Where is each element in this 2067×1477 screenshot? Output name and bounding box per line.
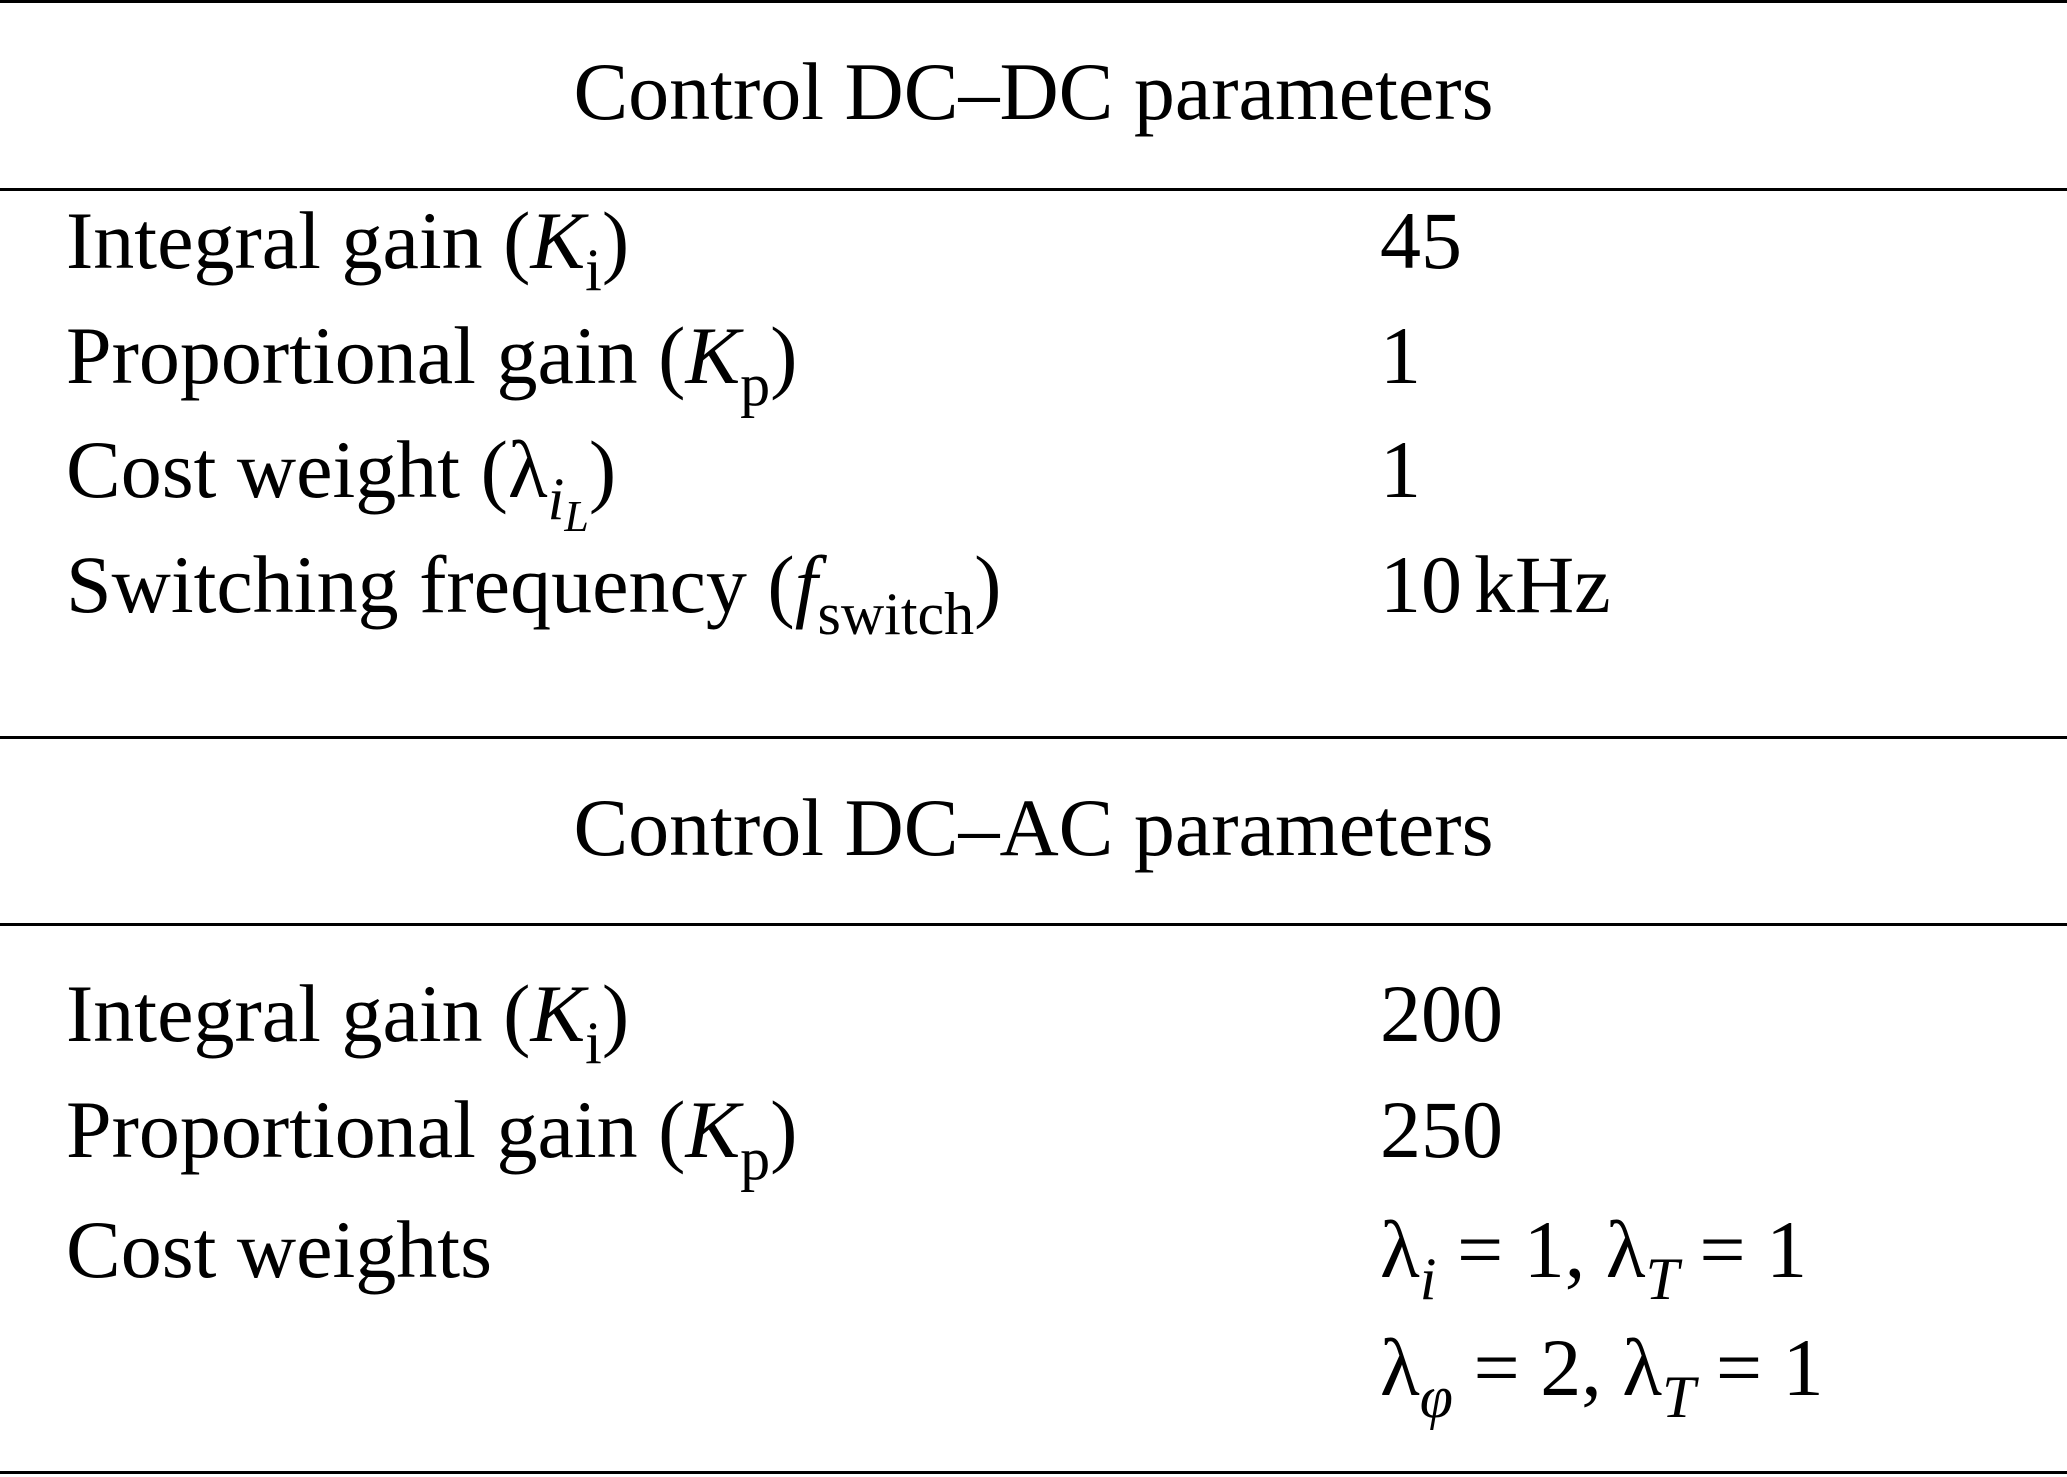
row-label-proportional-gain: Proportional gain (Kp) bbox=[66, 310, 798, 418]
row-value-cost-weights-line-1: λi = 1, λT = 1 bbox=[1380, 1204, 1808, 1312]
row-label-proportional-gain-ac: Proportional gain (Kp) bbox=[66, 1084, 798, 1192]
row-value-proportional-gain: 1 bbox=[1380, 310, 1421, 401]
row-label-cost-weight: Cost weight (λiL) bbox=[66, 424, 617, 541]
row-value-switching-frequency: 10 kHz bbox=[1380, 539, 1611, 630]
row-label-switching-frequency: Switching frequency (fswitch) bbox=[66, 539, 1002, 647]
row-value-cost-weight: 1 bbox=[1380, 424, 1421, 515]
top-rule bbox=[0, 0, 2067, 3]
row-value-proportional-gain-ac: 250 bbox=[1380, 1084, 1503, 1175]
row-value-integral-gain: 45 bbox=[1380, 195, 1462, 286]
section-2-header-rule bbox=[0, 923, 2067, 926]
section-title-dc-ac: Control DC–AC parameters bbox=[573, 782, 1494, 873]
section-title-dc-dc: Control DC–DC parameters bbox=[573, 46, 1494, 137]
row-label-integral-gain: Integral gain (Ki) bbox=[66, 195, 630, 303]
bottom-rule bbox=[0, 1471, 2067, 1474]
row-label-cost-weights: Cost weights bbox=[66, 1204, 492, 1295]
section-divider-rule bbox=[0, 736, 2067, 739]
section-1-header-rule bbox=[0, 188, 2067, 191]
row-label-integral-gain-ac: Integral gain (Ki) bbox=[66, 968, 630, 1076]
row-value-cost-weights-line-2: λφ = 2, λT = 1 bbox=[1380, 1322, 1824, 1430]
row-value-integral-gain-ac: 200 bbox=[1380, 968, 1503, 1059]
